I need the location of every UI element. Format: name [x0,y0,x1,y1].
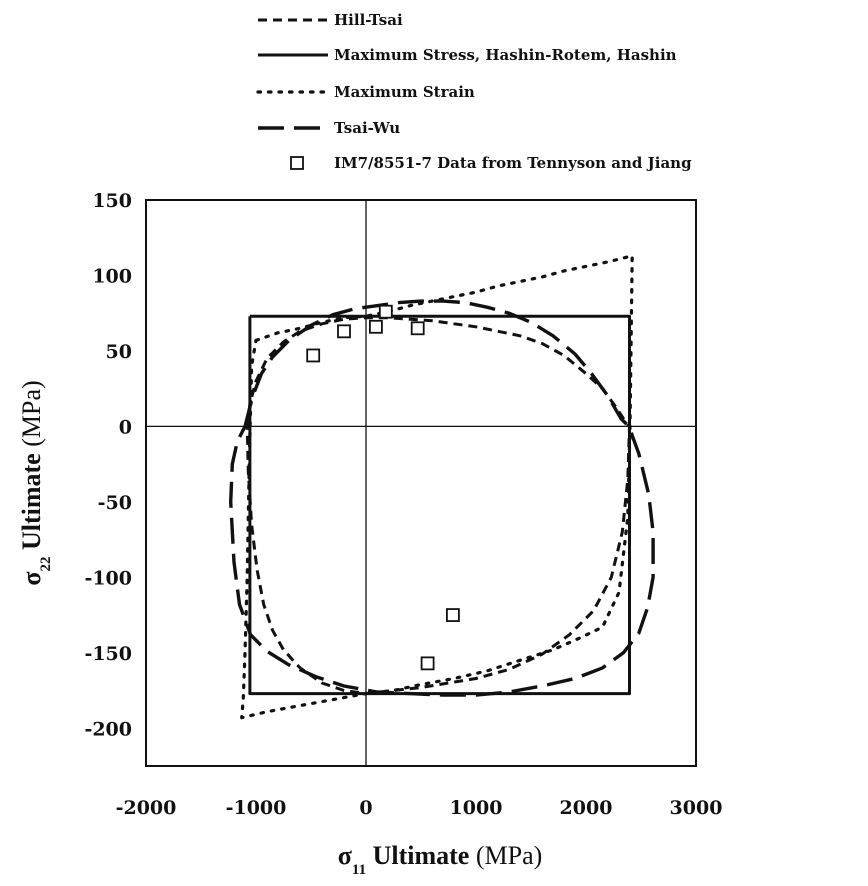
y-tick-label: -100 [84,567,132,589]
x-tick-label: 3000 [670,797,723,819]
x-tick-label: 1000 [450,797,503,819]
data-point [368,319,383,334]
y-tick-label: 50 [106,341,132,363]
data-points [306,304,460,671]
legend: Hill-Tsai Maximum Stress, Hashin-Rotem, H… [256,11,692,172]
legend-label: Hill-Tsai [334,11,403,29]
y-tick-label: 150 [92,190,132,212]
x-tick-label: -1000 [226,797,287,819]
y-tick-labels: -200 -150 -100 -50 0 50 100 150 [84,190,132,740]
zero-lines [146,200,696,766]
data-point [306,348,321,363]
series-long-dashed-line [228,299,655,697]
data-point [337,324,351,339]
y-tick-label: -50 [98,492,132,514]
legend-label: Maximum Stress, Hashin-Rotem, Hashin [334,46,677,64]
legend-label: IM7/8551-7 Data from Tennyson and Jiang [334,154,692,172]
x-tick-labels: -2000 -1000 0 1000 2000 3000 [116,797,723,819]
x-tick-label: -2000 [116,797,177,819]
data-point [420,656,435,671]
x-axis-title: σ11 Ultimate (MPa) [338,841,543,878]
series-layer [228,254,655,720]
y-axis-title: σ22 Ultimate (MPa) [17,380,54,585]
y-tick-label: 100 [92,265,132,287]
x-tick-label: 0 [359,797,372,819]
series-dashed-line [245,316,631,696]
legend-marker [290,156,304,170]
y-tick-label: 0 [119,416,132,438]
y-tick-label: -150 [84,643,132,665]
y-tick-label: -200 [84,718,132,740]
data-point [410,321,425,336]
plot-frame [145,199,697,767]
data-point [378,304,393,319]
legend-label: Maximum Strain [334,83,475,101]
legend-label: Tsai-Wu [334,119,400,137]
series-dotted-line [240,254,634,720]
data-point [445,608,460,622]
series-solid-line [248,314,631,696]
x-tick-label: 2000 [560,797,613,819]
